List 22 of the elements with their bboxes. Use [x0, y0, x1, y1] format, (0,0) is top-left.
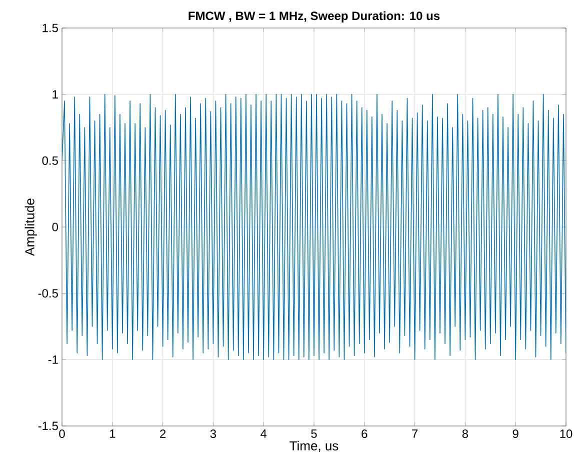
x-tick-label: 2 [160, 430, 166, 438]
x-tick-label: 4 [260, 430, 267, 438]
x-axis-title: Time, us [290, 440, 338, 452]
y-tick-label: 0.5 [42, 156, 58, 165]
x-tick-label: 8 [462, 430, 468, 438]
y-tick-label: -1 [48, 356, 58, 364]
x-tick-label: 7 [412, 430, 418, 438]
x-tick-label: 3 [210, 430, 216, 438]
x-tick-label: 6 [362, 430, 368, 438]
line-series [62, 94, 566, 360]
x-tick-label: 0 [59, 430, 65, 438]
x-tick-label: 9 [512, 430, 518, 438]
x-tick-label: 1 [110, 430, 116, 438]
y-tick-label: 1 [52, 90, 58, 98]
y-tick-label: -0.5 [38, 289, 58, 298]
x-tick-label: 5 [311, 430, 317, 438]
y-tick-label: 1.5 [42, 24, 58, 32]
chart-title: FMCW , BW = 1 MHz, Sweep Duration: 10 us [188, 11, 440, 22]
y-axis-title: Amplitude [24, 198, 37, 256]
x-tick-label: 10 [560, 430, 572, 438]
y-tick-label: 0 [52, 222, 58, 232]
y-tick-label: -1.5 [38, 422, 58, 430]
